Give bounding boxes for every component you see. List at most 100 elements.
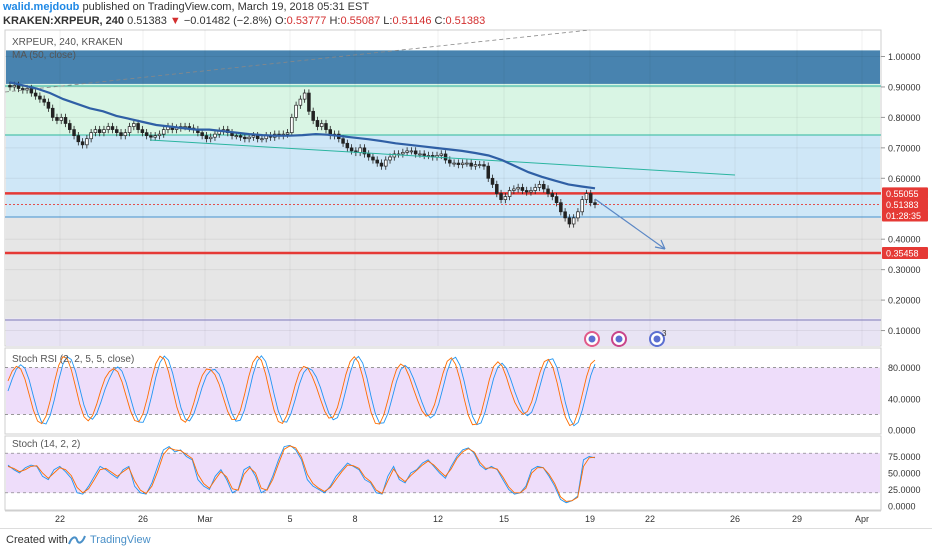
candle-body — [520, 187, 525, 191]
candle-body — [290, 117, 294, 133]
candle-body — [516, 187, 520, 190]
price-label-badge: 0.51383 — [882, 198, 928, 211]
price-tick-label: 0.30000 — [888, 265, 921, 275]
candle-body — [345, 142, 350, 149]
price-axis: 1.00000 0.90000 0.80000 0.70000 0.60000 0.400… — [881, 52, 928, 336]
candle-body — [298, 98, 303, 106]
zone-band — [6, 318, 880, 346]
candle-body — [72, 129, 76, 137]
candle-body — [285, 132, 290, 135]
oscillator-tick-label: 80.0000 — [888, 363, 921, 373]
username-link[interactable]: walid.mejdoub — [3, 1, 80, 13]
candle-body — [584, 193, 589, 200]
candle-body — [16, 85, 21, 89]
candle-body — [542, 184, 546, 190]
price-tick-label: 0.10000 — [888, 326, 921, 336]
candle-body — [499, 193, 503, 200]
candle-body — [80, 141, 85, 146]
candle-body — [324, 123, 328, 130]
candle-body — [546, 188, 550, 194]
stoch-pane: Stoch (14, 2, 2) 75.0000 50.0000 25.0000 0.… — [4, 435, 921, 512]
time-tick-label: 22 — [55, 514, 65, 524]
candle-body — [563, 211, 567, 219]
candle-body — [495, 184, 499, 194]
stoch-rsi-pane: Stoch RSI (2, 2, 5, 5, close) 80.0000 40.… — [4, 347, 921, 436]
candle-body — [537, 184, 542, 188]
candle-body — [349, 147, 354, 152]
candle-body — [144, 132, 149, 137]
price-tick-label: 0.90000 — [888, 82, 921, 92]
candle-body — [409, 150, 414, 153]
time-tick-label: 12 — [433, 514, 443, 524]
open-value: 0.53777 — [286, 15, 327, 27]
created-with-text: Created with — [6, 534, 68, 546]
dashed-trend-line — [4, 29, 591, 93]
close-label: C: — [434, 15, 446, 27]
price-tick-label: 0.80000 — [888, 113, 921, 123]
stoch-rsi-k-line — [7, 355, 596, 427]
zone-band — [6, 217, 880, 319]
stoch-title: Stoch (14, 2, 2) — [12, 439, 80, 450]
low-value: 0.51146 — [392, 15, 432, 27]
candle-body — [554, 196, 559, 204]
candle-body — [413, 150, 418, 155]
candle-body — [571, 217, 576, 225]
candle-body — [140, 129, 145, 133]
candle-body — [106, 126, 110, 130]
price-label-bg — [882, 187, 928, 200]
tradingview-link[interactable]: TradingView — [90, 534, 151, 546]
oscillator-tick-label: 40.0000 — [888, 394, 921, 404]
oscillator-tick-label: 75.0000 — [888, 452, 921, 462]
stoch-rsi-axis: 80.0000 40.0000 0.0000 — [888, 363, 921, 435]
candle-body — [260, 138, 264, 141]
candle-body — [533, 187, 537, 191]
time-tick-label: 29 — [792, 514, 802, 524]
candle-body — [68, 123, 72, 130]
tradingview-logo-icon[interactable] — [68, 535, 86, 545]
oscillator-band — [6, 453, 880, 493]
candle-body — [50, 107, 55, 118]
oscillator-tick-label: 50.0000 — [888, 469, 921, 479]
candle-body — [524, 190, 529, 193]
ma-line — [9, 81, 596, 190]
candle-body — [208, 136, 213, 140]
candle-body — [490, 177, 495, 185]
stoch-rsi-title: Stoch RSI (2, 2, 5, 5, close) — [12, 354, 134, 365]
price-label-text: 0.51383 — [886, 200, 919, 210]
price-label-text: 0.35458 — [886, 249, 919, 259]
candle-body — [384, 159, 388, 167]
candle-body — [8, 85, 12, 88]
oscillator-tick-label: 0.0000 — [888, 426, 916, 436]
candle-body — [110, 126, 115, 130]
time-tick-label: Mar — [197, 514, 213, 524]
candle-body — [102, 129, 106, 133]
candle-body — [422, 153, 426, 156]
price-tick-label: 1.00000 — [888, 52, 921, 62]
trend-lines — [4, 29, 736, 250]
high-label: H: — [329, 15, 341, 27]
candle-body — [448, 159, 452, 164]
chart-canvas: 3 XRPEUR, 240, KRAKEN MA (50, close) 1.0… — [4, 29, 928, 524]
price-label-bg — [882, 209, 928, 222]
candle-body — [559, 202, 563, 213]
time-axis: 22 26 Mar 5 8 12 15 19 22 26 29 Apr — [5, 510, 881, 524]
low-label: L: — [383, 15, 393, 27]
time-tick-label: 15 — [499, 514, 509, 524]
candle-body — [362, 147, 367, 155]
event-markers: 3 — [584, 329, 667, 347]
candle-body — [460, 162, 465, 165]
candle-body — [93, 129, 98, 133]
candle-body — [213, 133, 217, 138]
candle-body — [302, 92, 307, 100]
candle-body — [12, 85, 17, 88]
price-tick-label: 0.20000 — [888, 296, 921, 306]
price-label-text: 0.55055 — [886, 189, 919, 199]
candle-body — [29, 88, 34, 94]
candle-body — [452, 162, 456, 165]
candle-body — [580, 199, 584, 213]
candle-body — [576, 211, 580, 219]
candle-body — [42, 98, 46, 103]
candle-body — [294, 104, 298, 118]
candle-body — [469, 162, 473, 167]
projection-arrow — [594, 198, 666, 250]
